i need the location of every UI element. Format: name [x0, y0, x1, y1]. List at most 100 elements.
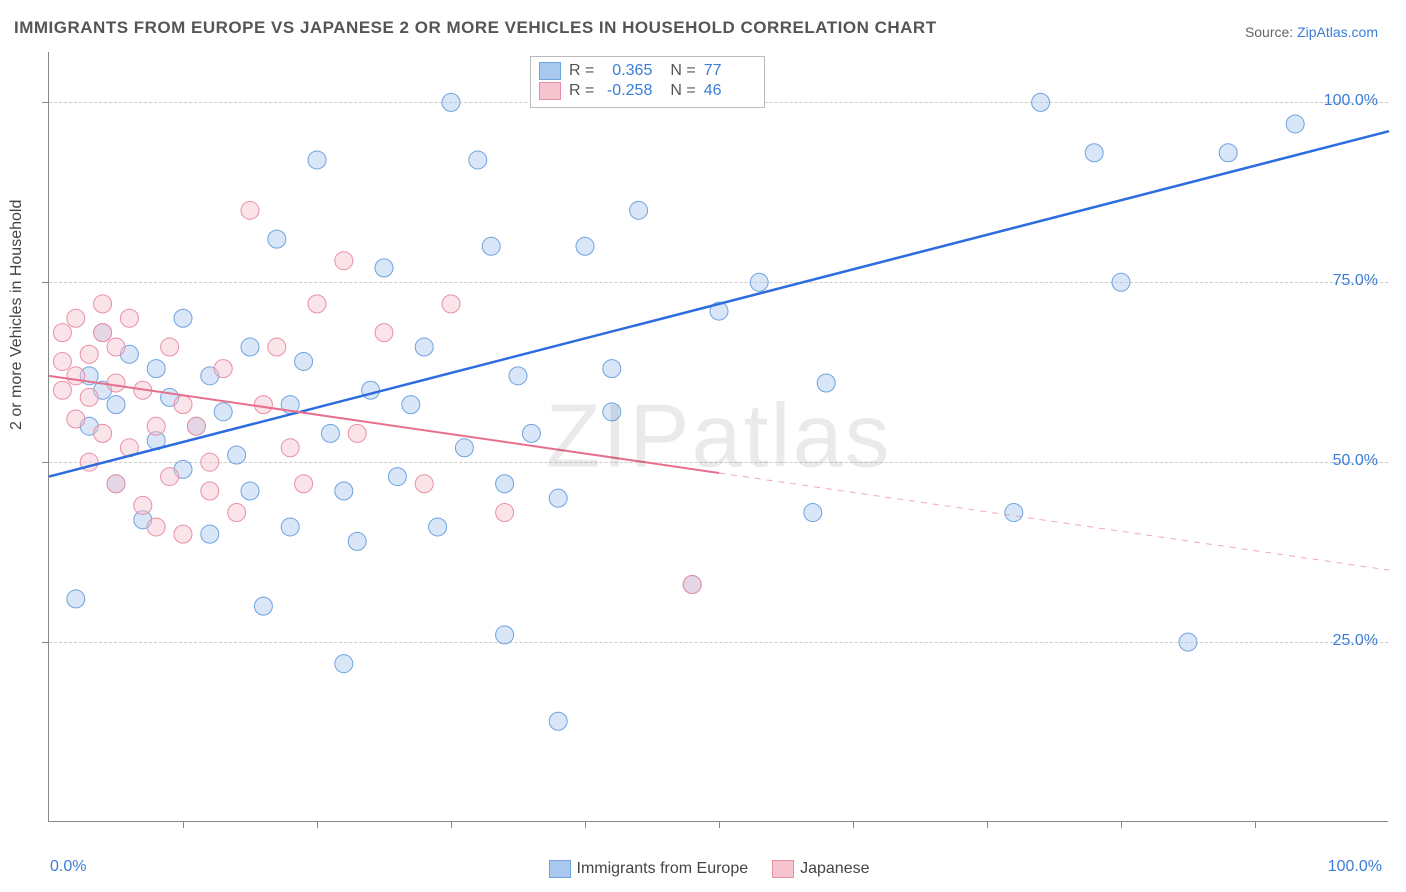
- data-point: [201, 482, 219, 500]
- data-point: [335, 482, 353, 500]
- data-point: [402, 396, 420, 414]
- regression-extrapolation: [719, 473, 1389, 570]
- data-point: [415, 338, 433, 356]
- n-value: 77: [704, 61, 754, 81]
- data-point: [241, 201, 259, 219]
- data-point: [522, 424, 540, 442]
- legend-swatch: [539, 62, 561, 80]
- plot-area: 25.0%50.0%75.0%100.0% ZIPatlas: [48, 52, 1388, 822]
- data-point: [107, 396, 125, 414]
- x-tick: [853, 821, 854, 828]
- chart-title: IMMIGRANTS FROM EUROPE VS JAPANESE 2 OR …: [14, 18, 937, 38]
- data-point: [228, 504, 246, 522]
- data-point: [53, 381, 71, 399]
- data-point: [375, 324, 393, 342]
- data-point: [482, 237, 500, 255]
- r-value: 0.365: [602, 61, 652, 81]
- data-point: [80, 345, 98, 363]
- data-point: [254, 396, 272, 414]
- data-point: [187, 417, 205, 435]
- data-point: [442, 295, 460, 313]
- data-point: [67, 590, 85, 608]
- data-point: [174, 525, 192, 543]
- data-point: [496, 475, 514, 493]
- legend-swatch: [539, 82, 561, 100]
- data-point: [1005, 504, 1023, 522]
- data-point: [429, 518, 447, 536]
- data-point: [254, 597, 272, 615]
- data-point: [228, 446, 246, 464]
- data-point: [348, 532, 366, 550]
- r-label: R =: [569, 81, 594, 101]
- data-point: [241, 482, 259, 500]
- data-point: [80, 388, 98, 406]
- data-point: [321, 424, 339, 442]
- data-point: [415, 475, 433, 493]
- n-label: N =: [670, 81, 695, 101]
- data-point: [268, 230, 286, 248]
- data-point: [388, 468, 406, 486]
- data-point: [308, 151, 326, 169]
- data-point: [134, 496, 152, 514]
- y-tick: [42, 102, 49, 103]
- data-point: [335, 252, 353, 270]
- y-axis-label: 2 or more Vehicles in Household: [8, 200, 26, 430]
- data-point: [53, 324, 71, 342]
- data-point: [67, 309, 85, 327]
- data-point: [1085, 144, 1103, 162]
- data-point: [268, 338, 286, 356]
- data-point: [174, 309, 192, 327]
- data-point: [683, 576, 701, 594]
- y-tick: [42, 282, 49, 283]
- data-point: [1112, 273, 1130, 291]
- legend-label: Immigrants from Europe: [577, 860, 749, 877]
- data-point: [1219, 144, 1237, 162]
- data-point: [120, 309, 138, 327]
- source-link[interactable]: ZipAtlas.com: [1297, 24, 1378, 40]
- data-point: [804, 504, 822, 522]
- data-point: [174, 396, 192, 414]
- data-point: [509, 367, 527, 385]
- data-point: [335, 655, 353, 673]
- data-point: [348, 424, 366, 442]
- legend-swatch: [549, 860, 571, 878]
- data-point: [94, 324, 112, 342]
- data-point: [107, 338, 125, 356]
- data-point: [241, 338, 259, 356]
- data-point: [94, 424, 112, 442]
- y-tick: [42, 462, 49, 463]
- data-point: [308, 295, 326, 313]
- x-tick: [451, 821, 452, 828]
- data-point: [147, 518, 165, 536]
- series-legend: Immigrants from EuropeJapanese: [0, 860, 1406, 878]
- stat-legend-row: R =0.365N =77: [539, 61, 754, 81]
- data-point: [375, 259, 393, 277]
- data-point: [214, 403, 232, 421]
- data-point: [201, 525, 219, 543]
- r-value: -0.258: [602, 81, 652, 101]
- data-point: [1286, 115, 1304, 133]
- x-tick: [183, 821, 184, 828]
- data-point: [161, 338, 179, 356]
- data-point: [147, 417, 165, 435]
- data-point: [214, 360, 232, 378]
- x-tick: [1255, 821, 1256, 828]
- source-prefix: Source:: [1245, 24, 1297, 40]
- x-tick: [719, 821, 720, 828]
- n-label: N =: [670, 61, 695, 81]
- data-point: [455, 439, 473, 457]
- data-point: [295, 475, 313, 493]
- data-point: [549, 712, 567, 730]
- source-attribution: Source: ZipAtlas.com: [1245, 24, 1378, 40]
- data-point: [53, 352, 71, 370]
- data-point: [576, 237, 594, 255]
- legend-swatch: [772, 860, 794, 878]
- data-point: [496, 626, 514, 644]
- x-tick: [585, 821, 586, 828]
- data-point: [630, 201, 648, 219]
- data-point: [750, 273, 768, 291]
- data-point: [469, 151, 487, 169]
- n-value: 46: [704, 81, 754, 101]
- data-point: [281, 439, 299, 457]
- data-point: [67, 367, 85, 385]
